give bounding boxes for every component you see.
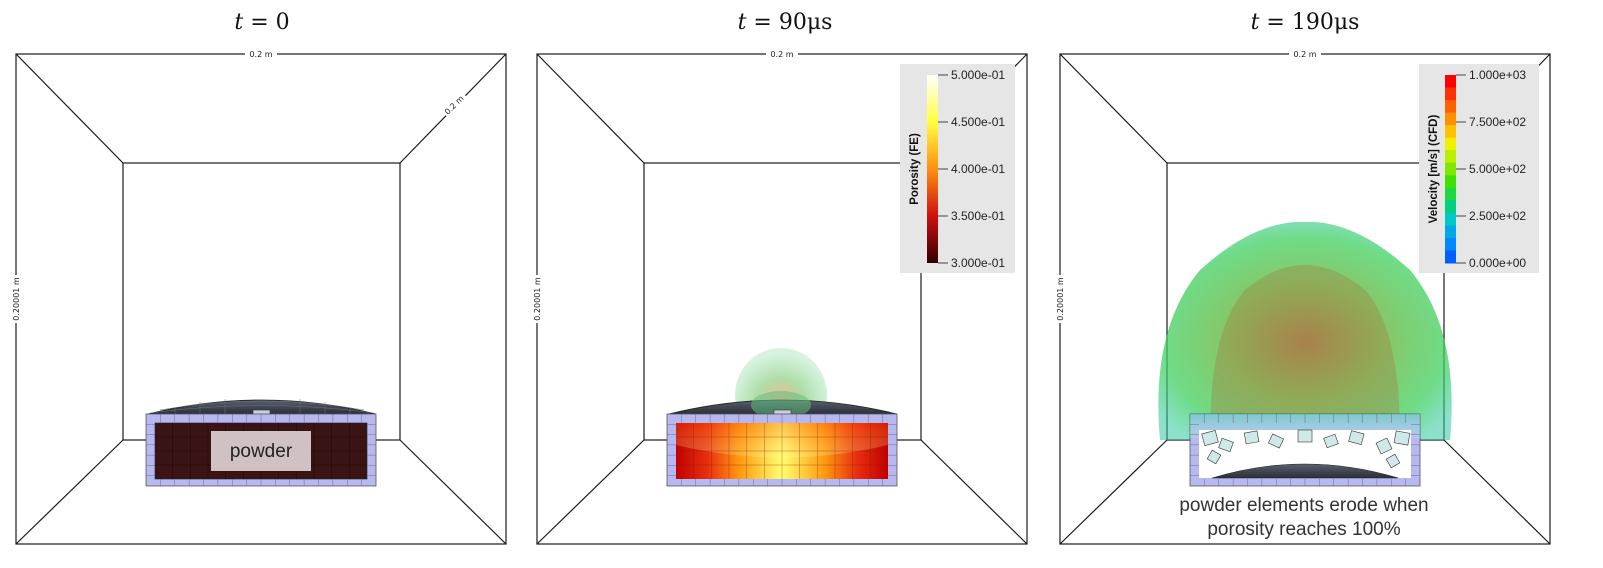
panel-3-colorbar-ramp (1445, 75, 1456, 264)
panel-3-colorbar-tick-2: 7.500e+02 (1469, 115, 1526, 129)
panel-3-caption-bg (1168, 490, 1440, 542)
panel-2-colorbar: Porosity (FE) 5.000e-01 4.500e-01 4.000e… (900, 64, 1015, 273)
panel-1-top-dimension: 0.2 m (249, 50, 272, 59)
panel-2-time-value: = 90μs (753, 10, 833, 35)
panel-1-side-dim-bg (10, 275, 21, 323)
panel-3-debris-elements (1201, 429, 1411, 469)
colorbar-band (1445, 212, 1456, 226)
panel-3-colorbar-title: Velocity [m/s] (CFD) (1428, 115, 1440, 224)
panel-3-plume-core (1210, 265, 1400, 435)
panel-2-side-dimension: 0.20001 m (533, 277, 542, 321)
panel-1-housing-mesh (146, 414, 376, 486)
panel-1-depth-dim-bg (439, 89, 468, 118)
panel-2-colorbar-tick-4: 3.500e-01 (951, 209, 1005, 223)
panel-1-cap-grid (149, 399, 375, 414)
panel-1-time-value: = 0 (250, 10, 290, 35)
panel-2-top-dim-bg (766, 48, 798, 59)
panel-3-top-dim-bg (1289, 48, 1321, 59)
panel-2-title: t = 90μs (675, 10, 895, 35)
panel-1-side-dimension: 0.20001 m (12, 277, 21, 321)
panel-3-time-var: t (1250, 10, 1260, 35)
panel-3-caption-line-2: porosity reaches 100% (1207, 519, 1400, 540)
colorbar-band (1445, 137, 1456, 151)
colorbar-band (1445, 187, 1456, 201)
panel-3-specimen (1158, 221, 1452, 487)
panel-3-residual-cap (1211, 463, 1399, 479)
panel-2-colorbar-bg (900, 64, 1015, 273)
colorbar-band (1445, 125, 1456, 139)
panel-3-side-dim-bg (1054, 275, 1065, 323)
panel-2-side-dim-bg (531, 275, 542, 323)
panel-2-specimen (666, 348, 898, 487)
panel-3-colorbar-ticks (1456, 74, 1466, 264)
panel-3-colorbar-tick-1: 1.000e+03 (1469, 68, 1526, 82)
panel-2-time-var: t (737, 10, 747, 35)
panel-1-title: t = 0 (152, 10, 372, 35)
panel-3-time-value: = 190μs (1266, 10, 1360, 35)
panel-2-colorbar-ticks (938, 74, 948, 264)
colorbar-band (1445, 100, 1456, 114)
colorbar-band (1445, 250, 1456, 264)
panel-2-colorbar-tick-5: 3.000e-01 (951, 256, 1005, 270)
panel-2-colorbar-tick-3: 4.000e-01 (951, 162, 1005, 176)
panel-3-side-dimension: 0.20001 m (1056, 277, 1065, 321)
panel-1-top-dim-bg (245, 48, 277, 59)
panel-3-colorbar-bg (1419, 64, 1539, 273)
panel-2-colorbar-title: Porosity (FE) (909, 133, 921, 205)
colorbar-band (1445, 237, 1456, 251)
panel-3-caption-line-1: powder elements erode when (1179, 495, 1428, 516)
panel-2-powder-mesh (676, 423, 888, 479)
colorbar-band (1445, 75, 1456, 89)
panel-1-cap (147, 399, 377, 415)
panel-1-powder-label: powder (230, 441, 293, 462)
panel-2-colorbar-tick-1: 5.000e-01 (951, 68, 1005, 82)
panel-3-housing-mesh (1190, 414, 1420, 486)
panel-1-time-var: t (234, 10, 244, 35)
panel-3-plume (1158, 221, 1452, 440)
panel-3-top-dimension: 0.2 m (1293, 50, 1316, 59)
panel-3-colorbar: Velocity [m/s] (CFD) 1.000e+03 7.500e+02… (1419, 64, 1539, 273)
colorbar-band (1445, 162, 1456, 176)
colorbar-band (1445, 225, 1456, 239)
colorbar-band (1445, 112, 1456, 126)
panel-2-housing-mesh (667, 414, 897, 486)
panel-3-colorbar-tick-4: 2.500e+02 (1469, 209, 1526, 223)
colorbar-band (1445, 150, 1456, 164)
panel-3-title: t = 190μs (1195, 10, 1415, 35)
panel-1-powder-label-box (211, 431, 311, 471)
colorbar-band (1445, 87, 1456, 101)
panel-2-colorbar-tick-2: 4.500e-01 (951, 115, 1005, 129)
panel-3-colorbar-tick-5: 0.000e+00 (1469, 256, 1526, 270)
panel-2-plume-base (751, 391, 811, 419)
colorbar-band (1445, 175, 1456, 189)
panel-2-colorbar-ramp (927, 75, 938, 263)
colorbar-band (1445, 200, 1456, 214)
panel-1-specimen: powder (145, 399, 377, 487)
panel-2-top-dimension: 0.2 m (770, 50, 793, 59)
panel-3-colorbar-tick-3: 5.000e+02 (1469, 162, 1526, 176)
